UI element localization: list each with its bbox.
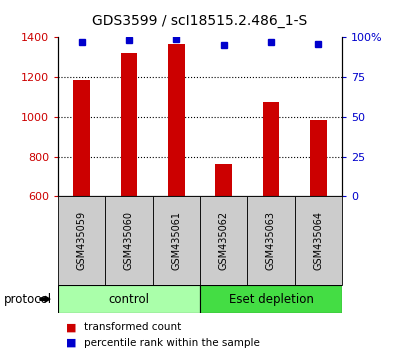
Bar xyxy=(215,164,232,196)
Text: ■: ■ xyxy=(66,322,76,332)
Text: percentile rank within the sample: percentile rank within the sample xyxy=(84,338,260,348)
Bar xyxy=(200,196,247,285)
Bar xyxy=(153,196,200,285)
Bar xyxy=(73,80,90,196)
Bar xyxy=(105,196,153,285)
Text: GSM435061: GSM435061 xyxy=(171,211,181,270)
Text: GSM435060: GSM435060 xyxy=(124,211,134,270)
Bar xyxy=(58,285,200,313)
Bar xyxy=(263,102,279,196)
Bar xyxy=(200,285,342,313)
Text: GSM435063: GSM435063 xyxy=(266,211,276,270)
Text: control: control xyxy=(108,293,150,306)
Text: protocol: protocol xyxy=(4,293,52,306)
Text: GSM435064: GSM435064 xyxy=(313,211,323,270)
Bar xyxy=(247,196,295,285)
Bar xyxy=(58,196,105,285)
Text: ■: ■ xyxy=(66,338,76,348)
Bar xyxy=(168,44,185,196)
Bar xyxy=(121,53,137,196)
Bar xyxy=(295,196,342,285)
Text: GSM435062: GSM435062 xyxy=(219,211,229,270)
Bar xyxy=(310,120,327,196)
Text: transformed count: transformed count xyxy=(84,322,181,332)
Text: GDS3599 / scI18515.2.486_1-S: GDS3599 / scI18515.2.486_1-S xyxy=(92,14,308,28)
Text: Eset depletion: Eset depletion xyxy=(228,293,314,306)
Text: GSM435059: GSM435059 xyxy=(77,211,87,270)
